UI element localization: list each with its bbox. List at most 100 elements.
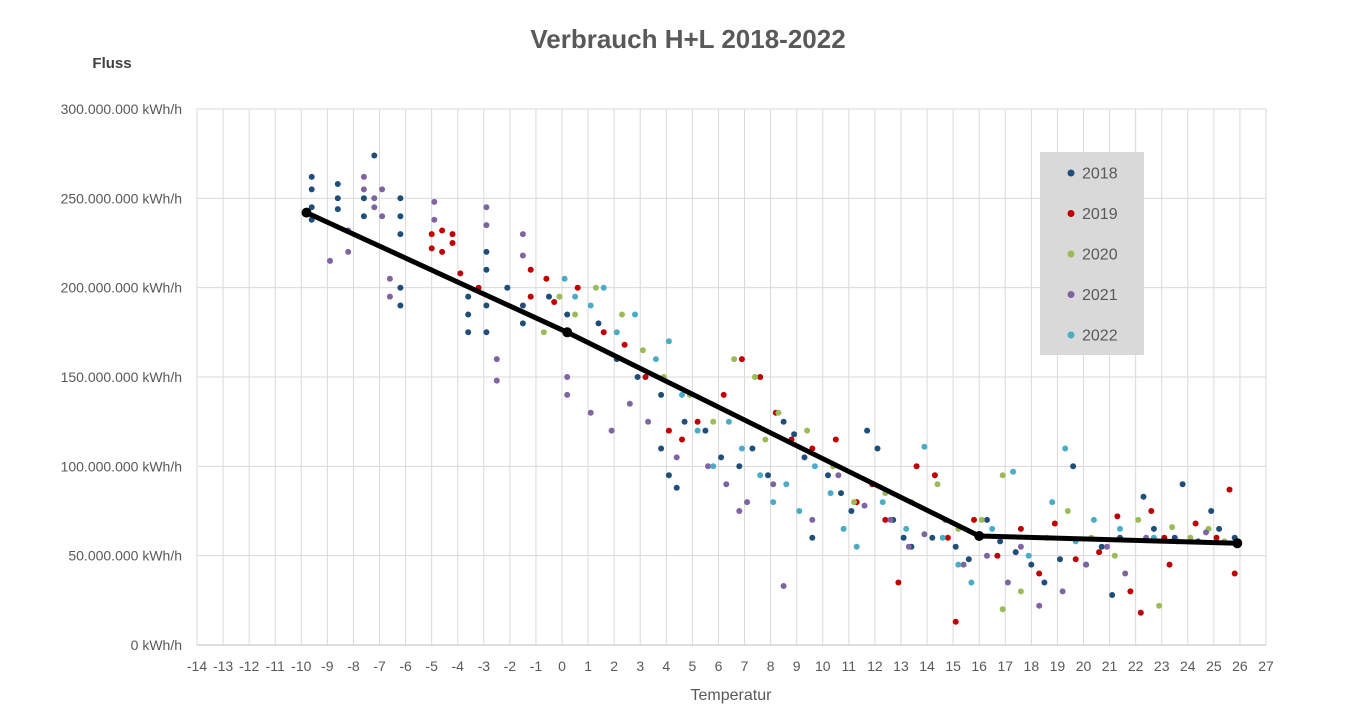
data-point bbox=[1226, 486, 1233, 493]
data-point bbox=[1104, 543, 1110, 550]
legend-label: 2018 bbox=[1082, 166, 1118, 183]
data-point bbox=[397, 231, 404, 238]
data-point bbox=[561, 275, 568, 282]
x-tick-label: 7 bbox=[741, 658, 749, 674]
series-2022 bbox=[561, 275, 1157, 586]
data-point bbox=[428, 245, 435, 252]
data-point bbox=[483, 266, 490, 273]
data-point bbox=[835, 472, 842, 479]
data-point bbox=[371, 195, 378, 202]
data-point bbox=[371, 204, 378, 211]
data-point bbox=[587, 409, 594, 416]
data-point bbox=[428, 231, 435, 238]
data-point bbox=[921, 531, 928, 538]
x-tick-label: -13 bbox=[213, 658, 233, 674]
data-point bbox=[665, 472, 672, 479]
data-point bbox=[483, 248, 490, 255]
data-point bbox=[1117, 525, 1123, 532]
data-point bbox=[564, 374, 571, 380]
data-point bbox=[864, 427, 871, 434]
x-tick-label: -14 bbox=[187, 658, 207, 674]
data-point bbox=[483, 222, 490, 229]
legend-marker bbox=[1067, 169, 1075, 177]
data-point bbox=[1064, 508, 1071, 514]
data-point bbox=[838, 490, 844, 497]
data-point bbox=[997, 538, 1004, 545]
x-tick-label: 1 bbox=[584, 658, 592, 674]
data-point bbox=[665, 427, 672, 434]
data-point bbox=[1156, 602, 1163, 609]
data-point bbox=[1017, 588, 1024, 595]
data-point bbox=[645, 418, 652, 425]
x-tick-label: -12 bbox=[239, 658, 259, 674]
data-point bbox=[702, 427, 709, 434]
data-point bbox=[1096, 549, 1103, 556]
trend-line-marker bbox=[1232, 538, 1243, 549]
data-point bbox=[572, 293, 579, 300]
data-point bbox=[989, 525, 996, 532]
data-point bbox=[1036, 570, 1043, 577]
data-point bbox=[658, 391, 665, 398]
data-point bbox=[1148, 508, 1155, 514]
data-point bbox=[929, 534, 936, 541]
data-point bbox=[465, 293, 472, 300]
data-point bbox=[971, 516, 977, 523]
data-point bbox=[308, 204, 315, 211]
data-point bbox=[371, 152, 378, 159]
data-point bbox=[1025, 552, 1032, 559]
data-point bbox=[999, 472, 1006, 479]
x-tick-label: 24 bbox=[1180, 658, 1196, 674]
data-point bbox=[955, 561, 962, 568]
x-tick-label: 12 bbox=[867, 658, 883, 674]
data-point bbox=[705, 463, 711, 470]
y-tick-label: 250.000.000 kWh/h bbox=[61, 190, 182, 206]
y-tick-label: 0 kWh/h bbox=[131, 637, 182, 653]
data-point bbox=[483, 204, 490, 211]
data-point bbox=[1017, 525, 1024, 532]
data-point bbox=[679, 391, 685, 398]
data-point bbox=[978, 516, 985, 523]
data-point bbox=[1036, 602, 1043, 609]
data-point bbox=[913, 463, 920, 470]
x-tick-label: 23 bbox=[1154, 658, 1170, 674]
legend-background bbox=[1040, 152, 1144, 355]
trend-line-marker bbox=[974, 531, 985, 541]
data-point bbox=[519, 320, 526, 327]
data-point bbox=[572, 311, 579, 318]
legend-marker bbox=[1067, 291, 1075, 298]
data-point bbox=[1111, 552, 1118, 559]
x-tick-label: -11 bbox=[266, 658, 285, 674]
data-point bbox=[851, 499, 857, 506]
data-point bbox=[780, 418, 787, 425]
data-point bbox=[723, 481, 730, 488]
data-point bbox=[1012, 549, 1019, 556]
data-point bbox=[665, 338, 672, 345]
data-point bbox=[439, 248, 446, 255]
x-tick-label: 9 bbox=[793, 658, 801, 674]
x-tick-label: 11 bbox=[842, 658, 857, 674]
data-point bbox=[1051, 520, 1058, 527]
data-point bbox=[1049, 499, 1056, 506]
data-point bbox=[999, 606, 1006, 613]
legend: 2018 2019 2020 2021 2022 bbox=[1040, 152, 1144, 355]
legend-marker bbox=[1067, 331, 1075, 339]
data-point bbox=[681, 418, 688, 425]
data-point bbox=[749, 445, 756, 452]
data-point bbox=[1062, 445, 1069, 452]
data-point bbox=[960, 561, 967, 568]
data-point bbox=[840, 525, 847, 532]
data-point bbox=[1059, 588, 1066, 595]
data-point bbox=[386, 293, 393, 300]
data-point bbox=[493, 356, 500, 363]
data-point bbox=[465, 311, 472, 318]
data-point bbox=[345, 248, 352, 255]
data-point bbox=[952, 543, 959, 550]
x-tick-label: -9 bbox=[321, 658, 334, 674]
data-point bbox=[1098, 543, 1105, 550]
data-point bbox=[848, 508, 855, 514]
data-point bbox=[1166, 561, 1173, 568]
y-tick-labels: 0 kWh/h 50.000.000 kWh/h 100.000.000 kWh/h… bbox=[61, 101, 182, 653]
data-point bbox=[556, 293, 563, 300]
data-point bbox=[673, 454, 680, 461]
data-point bbox=[527, 266, 534, 273]
